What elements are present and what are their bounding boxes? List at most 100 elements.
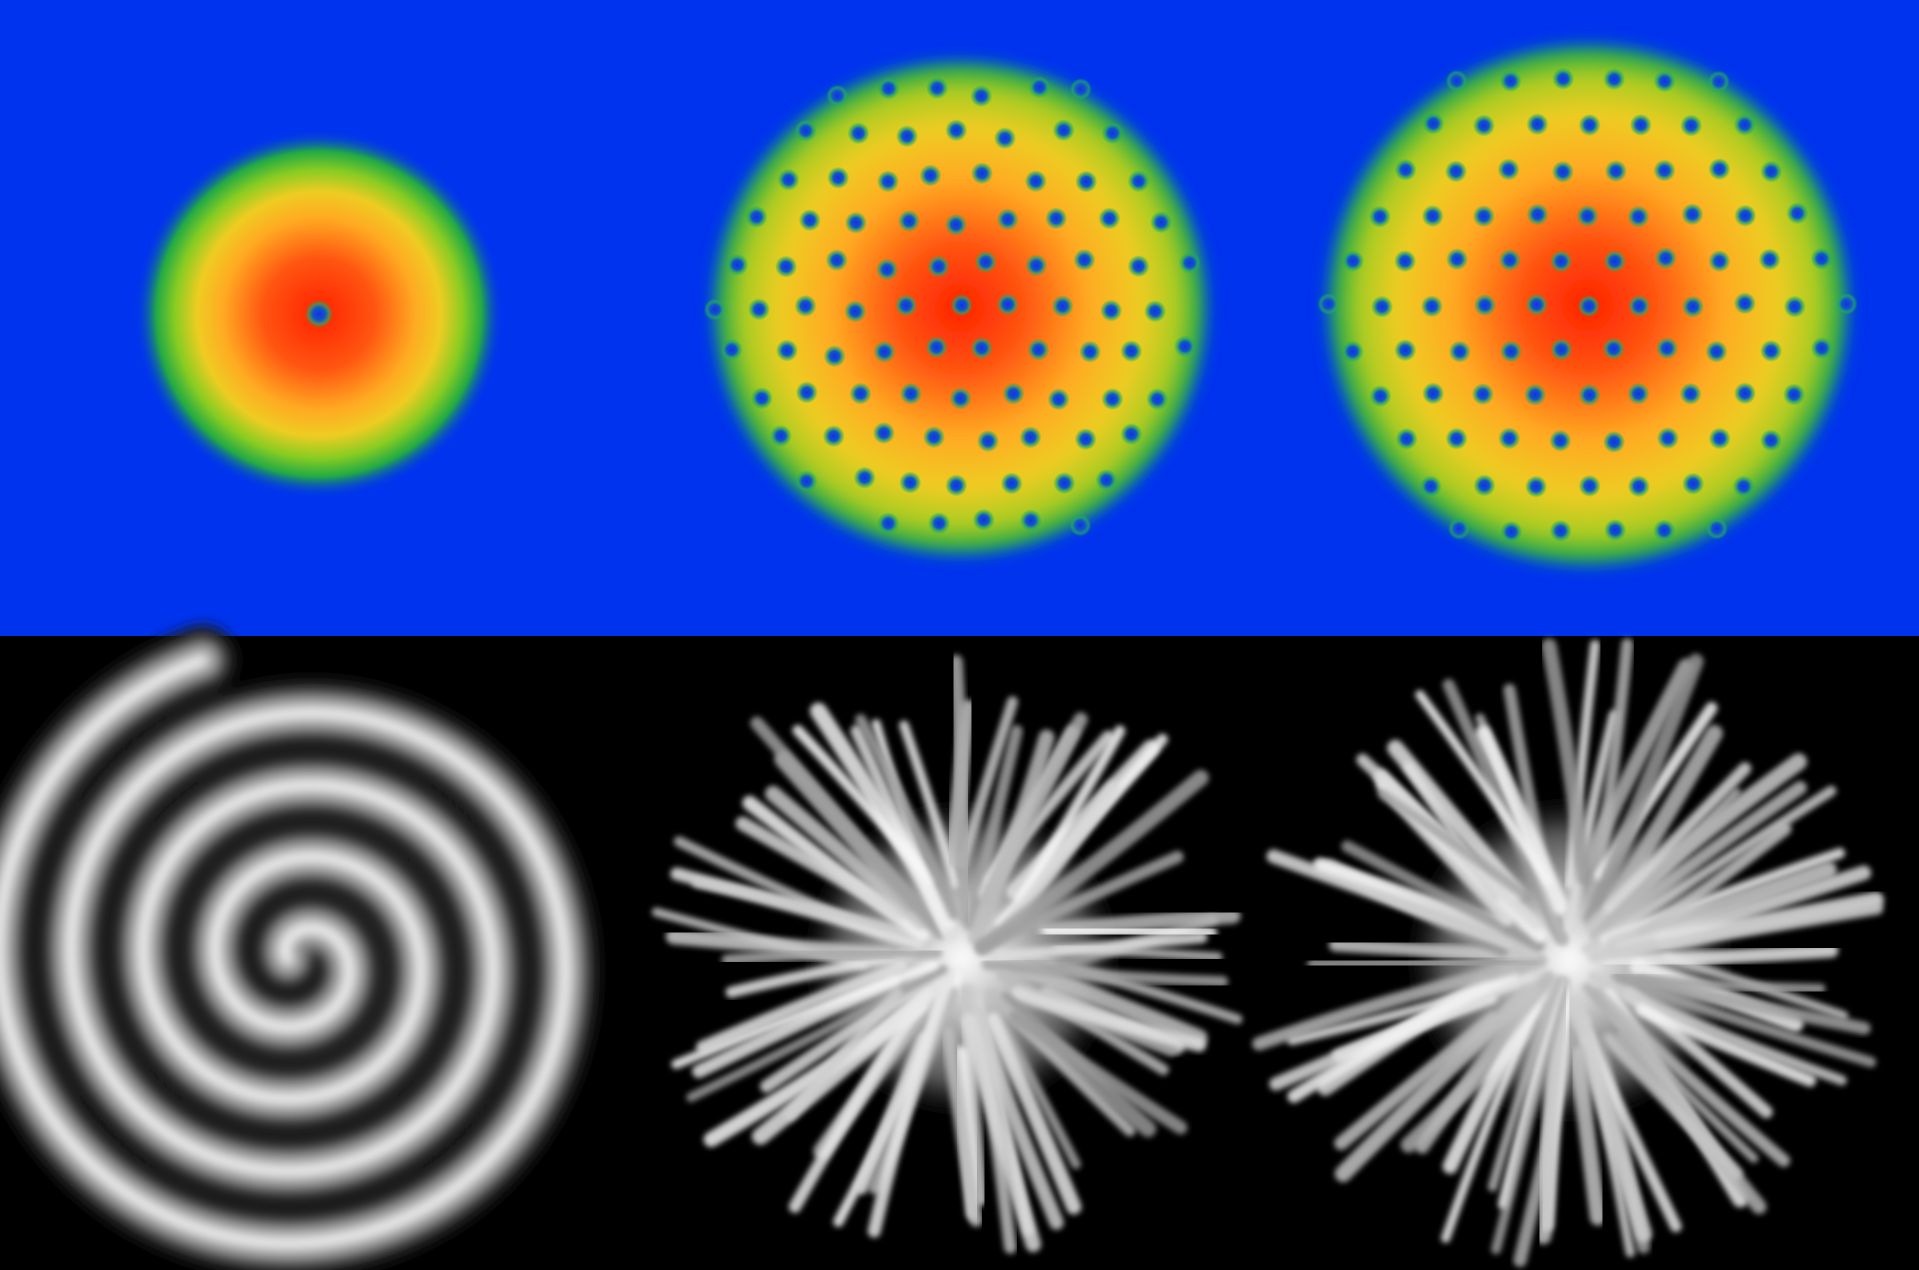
phase-branch: [1564, 709, 1620, 933]
vortex-core: [1342, 250, 1364, 272]
phase-branch: [1003, 780, 1121, 931]
vortex-core: [1552, 67, 1575, 90]
vortex-core: [1628, 295, 1651, 317]
vortex-core: [1526, 203, 1549, 226]
vortex-core: [827, 166, 850, 189]
vortex-core: [1705, 340, 1728, 363]
vortex-core: [949, 387, 972, 410]
phase-branch: [721, 946, 943, 966]
vortex-core: [1150, 211, 1173, 234]
vortex-core: [877, 170, 899, 193]
phase-branch: [855, 714, 960, 921]
vortex-core: [1069, 78, 1092, 101]
vortex-core: [1576, 205, 1599, 227]
vortex-core: [1786, 202, 1809, 225]
vortex-core: [1394, 158, 1417, 181]
vortex-core: [1500, 340, 1522, 363]
phase-branch: [1541, 638, 1592, 886]
vortex-core: [1095, 469, 1118, 492]
single-vortex-density-panel: [134, 129, 504, 499]
phase-branch: [735, 816, 907, 921]
phase-branch: [1635, 1003, 1817, 1087]
vortex-core: [923, 426, 945, 449]
vortex-core: [1101, 388, 1124, 410]
vortex-core: [1394, 339, 1417, 362]
vortex-core: [1474, 294, 1496, 317]
vortex-core: [844, 300, 867, 323]
phase-branch: [961, 984, 1064, 1230]
vortex-core: [1079, 340, 1101, 363]
vortex-core: [1627, 205, 1650, 228]
vortex-core: [1603, 68, 1626, 91]
vortex-core: [1526, 113, 1549, 136]
vortex-core: [1051, 295, 1074, 318]
phase-branch: [1287, 966, 1519, 1103]
vortex-core: [1419, 475, 1442, 498]
vortex-core: [1603, 430, 1626, 453]
vortex-core: [1174, 335, 1197, 358]
vortex-core: [1047, 388, 1070, 411]
vortex-core: [1074, 428, 1097, 451]
vortex-core: [1445, 427, 1468, 450]
vortex-core: [1654, 247, 1677, 270]
vortex-core: [1758, 248, 1781, 271]
vortex-core: [1681, 295, 1704, 318]
vortex-core: [1499, 70, 1522, 92]
phase-branch: [691, 877, 936, 945]
phase-branch: [994, 931, 1208, 962]
vortex-core: [926, 77, 949, 99]
phase-branch: [1042, 922, 1218, 941]
vortex-core: [1734, 204, 1757, 227]
vortex-core: [1680, 114, 1703, 137]
vortex-core: [1075, 170, 1098, 193]
vortex-core: [1760, 429, 1783, 452]
vortex-core: [1120, 340, 1143, 363]
vortex-core: [898, 210, 920, 232]
vortex-core: [745, 205, 768, 228]
vortex-core: [1053, 472, 1076, 495]
vortex-core: [927, 255, 950, 278]
vortex-core: [1420, 295, 1443, 318]
vortex-core: [1000, 472, 1023, 495]
vortex-core: [1045, 207, 1068, 230]
vortex-core: [899, 471, 922, 494]
vortex-core: [899, 382, 922, 405]
vortex-core: [1810, 337, 1833, 360]
vortex-core: [945, 119, 968, 142]
phase-branch: [1588, 638, 1634, 900]
vortex-core: [1120, 423, 1143, 446]
vortex-core: [795, 470, 818, 493]
vortex-core: [1028, 76, 1051, 99]
vortex-core: [1549, 429, 1572, 452]
vortex-core: [794, 119, 817, 142]
vortex-core: [775, 255, 798, 278]
vortex-core: [1019, 426, 1042, 449]
phase-branch: [1015, 725, 1126, 905]
vortex-core: [1733, 292, 1756, 315]
vortex-core: [1783, 383, 1806, 406]
vortex-core: [1471, 383, 1494, 406]
vortex-core: [777, 168, 800, 191]
vortex-core: [873, 340, 896, 363]
vortex-core: [776, 339, 798, 362]
vortex-core: [945, 213, 967, 236]
phase-branch: [961, 1012, 1042, 1253]
vortex-core: [919, 164, 942, 187]
vortex-core: [1760, 160, 1783, 183]
vortex-core: [1835, 292, 1858, 315]
vortex-core: [996, 293, 1019, 316]
phase-branch: [809, 702, 956, 930]
phase-branch: [964, 724, 1023, 932]
vortex-core: [1760, 339, 1783, 362]
vortex-core: [971, 162, 993, 185]
phase-branch: [1334, 982, 1540, 1183]
vortex-core: [748, 298, 770, 321]
phase-branch: [998, 1019, 1081, 1170]
vortex-core: [1421, 205, 1444, 227]
vortex-core: [1682, 472, 1705, 495]
vortex-core: [769, 424, 792, 447]
vortex-core: [1577, 295, 1600, 318]
phase-branch: [1334, 1011, 1499, 1151]
vortex-core: [877, 77, 900, 100]
